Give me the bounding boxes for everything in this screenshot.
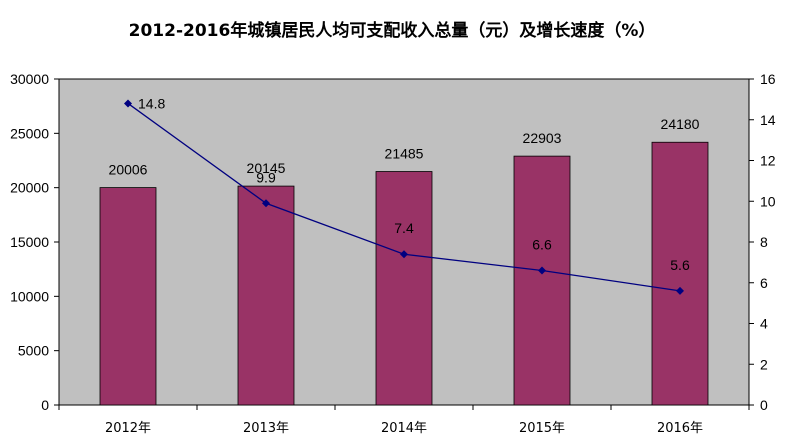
line-series: 14.8 9.9 7.4 6.6 5.6: [124, 95, 690, 295]
right-tick-label: 6: [760, 275, 768, 291]
x-tick-label: 2012年: [105, 421, 151, 436]
left-tick-label: 5000: [18, 343, 49, 359]
left-axis: 0 5000 10000 15000 20000 25000 30000: [10, 71, 59, 413]
line-marker: [124, 99, 132, 108]
left-tick-label: 0: [41, 397, 49, 413]
line-value-label: 7.4: [394, 220, 414, 236]
chart-title: 2012-2016年城镇居民人均可支配收入总量（元）及增长速度（%）: [129, 20, 656, 41]
bar: [99, 187, 157, 406]
right-tick-label: 14: [760, 112, 776, 128]
bar-value-label: 20006: [109, 162, 148, 178]
line-value-label: 6.6: [532, 237, 552, 253]
line-marker: [400, 250, 408, 259]
bar-value-label: 24180: [661, 116, 700, 132]
left-tick-label: 25000: [10, 125, 49, 141]
right-tick-label: 16: [760, 71, 776, 87]
right-axis: 0 2 4 6 8 10 12 14 16: [749, 71, 776, 413]
line-value-label: 5.6: [670, 257, 690, 273]
left-tick-label: 20000: [10, 180, 49, 196]
bar-series: 20006 20145 21485 22903 24180: [99, 116, 709, 406]
line-value-label: 14.8: [138, 95, 165, 111]
bar-value-label: 20145: [247, 160, 286, 176]
line-marker: [676, 286, 684, 295]
right-tick-label: 12: [760, 153, 776, 169]
bar-value-label: 22903: [523, 130, 562, 146]
x-axis: 2012年 2013年 2014年 2015年 2016年: [58, 405, 750, 436]
line-marker: [538, 266, 546, 275]
right-tick-label: 2: [760, 356, 768, 372]
bar: [237, 185, 295, 406]
line-marker: [262, 199, 270, 208]
left-tick-label: 15000: [10, 234, 49, 250]
left-tick-label: 10000: [10, 288, 49, 304]
left-tick-label: 30000: [10, 71, 49, 87]
x-tick-label: 2015年: [519, 421, 565, 436]
line-value-label: 9.9: [256, 169, 276, 185]
x-tick-label: 2013年: [243, 421, 289, 436]
right-tick-label: 8: [760, 234, 768, 250]
right-tick-label: 0: [760, 397, 768, 413]
bar-value-label: 21485: [385, 146, 424, 162]
bar: [375, 171, 433, 406]
x-tick-label: 2016年: [657, 421, 703, 436]
right-tick-label: 4: [760, 316, 768, 332]
bar: [513, 155, 571, 406]
x-tick-label: 2014年: [381, 421, 427, 436]
right-tick-label: 10: [760, 193, 776, 209]
bar: [651, 141, 709, 406]
